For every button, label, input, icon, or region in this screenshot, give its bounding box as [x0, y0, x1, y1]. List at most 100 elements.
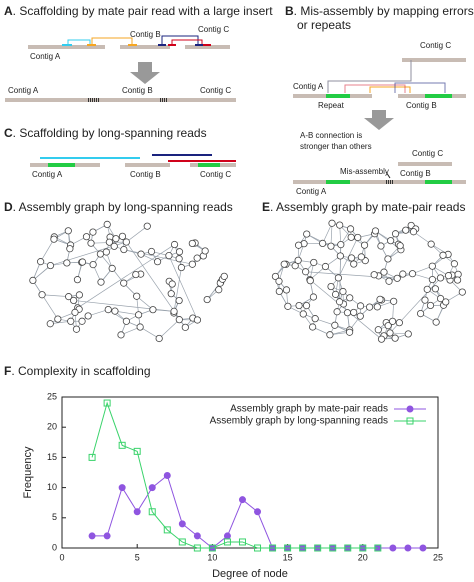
node: [444, 272, 453, 280]
y-tick-label: 25: [47, 391, 57, 401]
node: [399, 270, 407, 278]
node: [335, 298, 344, 306]
marker: [314, 544, 322, 552]
node: [78, 317, 86, 325]
node: [337, 241, 345, 249]
node: [66, 245, 74, 253]
node: [428, 275, 437, 284]
marker: [178, 538, 186, 546]
marker: [163, 526, 171, 534]
node: [295, 301, 303, 310]
node: [299, 310, 307, 318]
node: [319, 239, 327, 248]
chart: 0 5 10 15 20 25 0 5 10 15 20 25 Degree of node Freque…: [22, 391, 443, 580]
node: [112, 235, 120, 243]
panel-title: C. Scaffolding by long-spanning reads: [4, 126, 207, 140]
node: [72, 325, 81, 333]
marker: [88, 453, 96, 461]
node: [396, 242, 404, 250]
panel-letter: E: [262, 200, 270, 214]
contig-label: Contig C: [420, 41, 451, 50]
edge: [126, 225, 148, 243]
node: [386, 329, 394, 337]
panel-title: F. Complexity in scaffolding: [4, 364, 151, 378]
node: [365, 303, 374, 311]
x-tick-label: 25: [433, 552, 443, 562]
node: [331, 290, 340, 298]
contig-label: Contig A: [296, 187, 327, 196]
node: [436, 295, 445, 303]
x-tick-label: 5: [135, 552, 140, 562]
edge: [77, 244, 175, 309]
node: [63, 259, 71, 267]
node: [421, 296, 429, 304]
node: [122, 317, 130, 325]
marker: [254, 508, 262, 516]
node: [203, 295, 211, 304]
contig-label: Contig C: [412, 149, 443, 158]
node: [54, 315, 62, 323]
node: [387, 237, 395, 245]
contig-label: Contig B: [130, 30, 161, 39]
node: [175, 296, 183, 305]
edge: [173, 267, 182, 312]
node: [384, 255, 392, 263]
node: [105, 238, 113, 246]
panel-title-text: . Assembly graph by mate-pair reads: [270, 200, 465, 214]
marker: [103, 532, 111, 540]
x-tick-label: 20: [358, 552, 368, 562]
node: [64, 227, 72, 235]
node: [402, 226, 410, 234]
y-tick-label: 0: [52, 542, 57, 552]
contig-label: Contig A: [293, 82, 324, 91]
node: [201, 247, 209, 255]
node: [89, 228, 97, 236]
node: [120, 279, 128, 287]
node: [134, 311, 143, 319]
node: [339, 287, 347, 296]
node: [111, 307, 119, 315]
node: [103, 220, 111, 229]
panel-title-text: . Scaffolding by mate pair read with a l…: [13, 4, 274, 18]
edge: [168, 255, 198, 321]
edge: [32, 265, 51, 281]
node: [395, 319, 403, 327]
node: [458, 288, 466, 296]
node: [282, 286, 291, 294]
panel-title: A. Scaffolding by mate pair read with a …: [4, 4, 273, 18]
node: [347, 254, 356, 262]
contig-label: Contig B: [130, 170, 161, 179]
node: [84, 312, 92, 320]
marker: [299, 544, 307, 552]
marker: [148, 484, 156, 492]
node: [450, 260, 458, 268]
node: [132, 270, 140, 279]
legend-label: Assembly graph by mate-pair reads: [230, 404, 388, 415]
marker: [193, 544, 201, 552]
label: Mis-assembly: [340, 167, 389, 176]
edge: [41, 294, 59, 320]
panel-title: B. Mis-assembly by mapping errors: [285, 4, 474, 18]
legend-label: Assembly graph by long-spanning reads: [210, 416, 388, 427]
marker: [269, 544, 277, 552]
node: [65, 293, 73, 301]
node: [356, 302, 365, 310]
node: [118, 232, 127, 240]
node: [110, 242, 118, 250]
node: [442, 298, 450, 306]
node: [371, 227, 380, 235]
x-tick-label: 0: [59, 552, 64, 562]
node: [280, 260, 288, 268]
node: [350, 260, 358, 268]
node: [70, 296, 78, 305]
edge: [158, 319, 180, 339]
node: [275, 287, 283, 295]
node: [120, 245, 128, 254]
y-axis-label: Frequency: [22, 446, 34, 498]
contig-label: Contig A: [30, 52, 61, 61]
diagram-b: Contig C Contig A Repeat Contig B A-B co…: [293, 41, 466, 196]
node: [29, 276, 37, 285]
node: [377, 242, 385, 250]
node: [393, 274, 401, 282]
node: [170, 240, 179, 249]
